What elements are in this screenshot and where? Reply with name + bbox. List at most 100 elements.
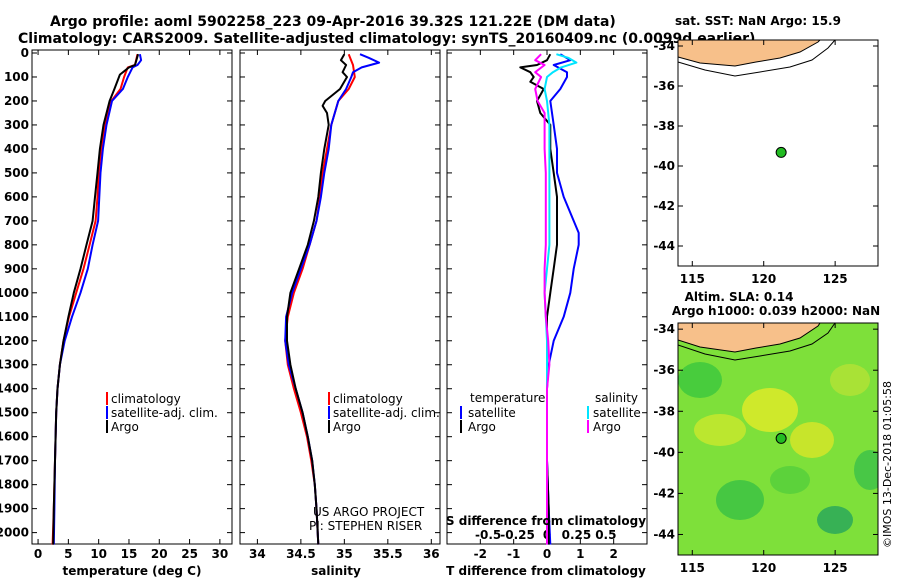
depth-tick-label: 2000 xyxy=(0,526,29,540)
depth-tick-label: 200 xyxy=(4,94,29,108)
depth-tick-label: 0 xyxy=(21,46,29,60)
header-line-2: Climatology: CARS2009. Satellite-adjuste… xyxy=(18,31,755,47)
depth-tick-label: 1700 xyxy=(0,454,29,468)
x-tick-label: 0 xyxy=(543,547,551,561)
legend-salinity-heading: salinity xyxy=(595,391,638,405)
land-mass xyxy=(677,39,822,67)
difference-depth-ticks xyxy=(447,52,647,534)
map-y-tick-label: -40 xyxy=(653,159,675,173)
s-difference-tick-label: -0.5 xyxy=(475,528,501,542)
sst-map-title: sat. SST: NaN Argo: 15.9 xyxy=(675,14,841,28)
legend-climatology: climatology xyxy=(111,392,181,406)
x-tick-label: 34 xyxy=(249,547,266,561)
series-line-argo xyxy=(286,53,348,545)
sla-high-anomaly xyxy=(790,422,834,458)
sla-map-title-2: Argo h1000: 0.039 h2000: NaN xyxy=(672,304,880,318)
legend-t-argo: Argo xyxy=(468,420,496,434)
legend-s-argo: Argo xyxy=(593,420,621,434)
depth-tick-label: 1200 xyxy=(0,334,29,348)
x-tick-label: 35 xyxy=(336,547,353,561)
difference-x-axis: -2 -1 0 1 2-0.5-0.25 0 0.25 0.5 xyxy=(474,50,618,561)
x-tick-label: 34.5 xyxy=(286,547,316,561)
legend-satellite: satellite-adj. clim. xyxy=(111,406,218,420)
depth-tick-label: 100 xyxy=(4,70,29,84)
depth-tick-label: 800 xyxy=(4,238,29,252)
t-difference-x-label: T difference from climatology xyxy=(446,564,646,578)
land-mass xyxy=(678,323,821,353)
salinity-x-label: salinity xyxy=(311,564,361,578)
map-x-tick-label: 115 xyxy=(680,272,705,286)
temperature-plot-frame xyxy=(31,49,233,545)
depth-tick-label: 1800 xyxy=(0,478,29,492)
sla-low-anomaly xyxy=(770,466,810,494)
depth-tick-label: 900 xyxy=(4,262,29,276)
shelf-contour xyxy=(678,323,836,361)
difference-legend: temperature satellite Argo salinity sate… xyxy=(460,391,641,434)
sla-map-frame xyxy=(677,322,879,556)
x-tick-label: 30 xyxy=(212,547,229,561)
map-x-tick-label: 120 xyxy=(751,272,776,286)
map-y-tick-label: -42 xyxy=(653,199,675,213)
sla-map-title-1: Altim. SLA: 0.14 xyxy=(685,290,794,304)
depth-tick-label: 1900 xyxy=(0,502,29,516)
sla-high-anomaly xyxy=(742,388,798,432)
map-y-tick-label: -38 xyxy=(653,404,675,418)
s-difference-tick-label: 0.5 xyxy=(595,528,616,542)
map-x-tick-label: 125 xyxy=(823,561,848,575)
depth-tick-label: 400 xyxy=(4,142,29,156)
map-x-tick-label: 115 xyxy=(680,561,705,575)
map-x-tick-label: 125 xyxy=(823,272,848,286)
imos-credit: ©IMOS 13-Dec-2018 01:05:58 xyxy=(881,381,894,548)
credit-pi: PI: STEPHEN RISER xyxy=(309,519,422,533)
x-tick-label: 5 xyxy=(64,547,72,561)
legend-s-satellite: satellite xyxy=(593,406,641,420)
sla-low-anomaly xyxy=(716,480,764,520)
temperature-series xyxy=(51,53,143,545)
depth-tick-label: 1500 xyxy=(0,406,29,420)
x-tick-label: 25 xyxy=(181,547,198,561)
legend-t-satellite: satellite xyxy=(468,406,516,420)
shelf-contour xyxy=(677,39,836,77)
sla-field xyxy=(678,323,878,555)
depth-axis: 0 100 200 300 400 500 600 700 800 900 1000 1100 1200… xyxy=(0,46,232,540)
sla-high-anomaly xyxy=(830,364,870,396)
depth-tick-label: 700 xyxy=(4,214,29,228)
x-tick-label: 1 xyxy=(576,547,584,561)
depth-tick-label: 1100 xyxy=(0,310,29,324)
map-y-tick-label: -36 xyxy=(653,363,675,377)
x-tick-label: 2 xyxy=(609,547,617,561)
x-tick-label: 0 xyxy=(34,547,42,561)
series-line-salinity-argo xyxy=(534,53,551,545)
map-y-tick-label: -38 xyxy=(653,119,675,133)
s-difference-tick-label: -0.25 xyxy=(500,528,535,542)
depth-tick-label: 1600 xyxy=(0,430,29,444)
legend-argo: Argo xyxy=(333,420,361,434)
sla-map: Altim. SLA: 0.14 Argo h1000: 0.039 h2000… xyxy=(653,290,894,575)
sst-map: sat. SST: NaN Argo: 15.9 115 120 125 -34 -36… xyxy=(653,14,879,286)
map-y-tick-label: -42 xyxy=(653,486,675,500)
depth-tick-label: 1000 xyxy=(0,286,29,300)
sla-low-anomaly xyxy=(854,450,878,490)
legend-temperature-heading: temperature xyxy=(470,391,545,405)
map-x-tick-label: 120 xyxy=(751,561,776,575)
x-tick-label: -2 xyxy=(474,547,487,561)
temperature-x-label: temperature (deg C) xyxy=(63,564,202,578)
argo-station-marker xyxy=(775,432,787,444)
salinity-series xyxy=(284,53,381,545)
credit-project: US ARGO PROJECT xyxy=(313,505,425,519)
x-tick-label: -1 xyxy=(507,547,520,561)
x-tick-label: 35.5 xyxy=(373,547,403,561)
x-tick-label: 36 xyxy=(423,547,440,561)
difference-panel: -2 -1 0 1 2-0.5-0.25 0 0.25 0.5 T difference fr… xyxy=(446,49,648,578)
salinity-x-axis: 34 34.5 35 35.5 36 xyxy=(249,50,440,561)
x-tick-label: 20 xyxy=(151,547,168,561)
sla-map-axes: 115 120 125 -34 -36 -38 -40 -42 -44 xyxy=(653,322,878,575)
legend-climatology: climatology xyxy=(333,392,403,406)
sla-high-anomaly xyxy=(694,414,746,446)
x-tick-label: 15 xyxy=(121,547,138,561)
salinity-panel: 34 34.5 35 35.5 36 salinity climatology sate… xyxy=(239,49,441,578)
x-tick-label: 10 xyxy=(90,547,107,561)
legend-argo: Argo xyxy=(111,420,139,434)
temperature-panel: 0100200300400500600700800900100011001200… xyxy=(0,46,233,578)
depth-tick-label: 300 xyxy=(4,118,29,132)
